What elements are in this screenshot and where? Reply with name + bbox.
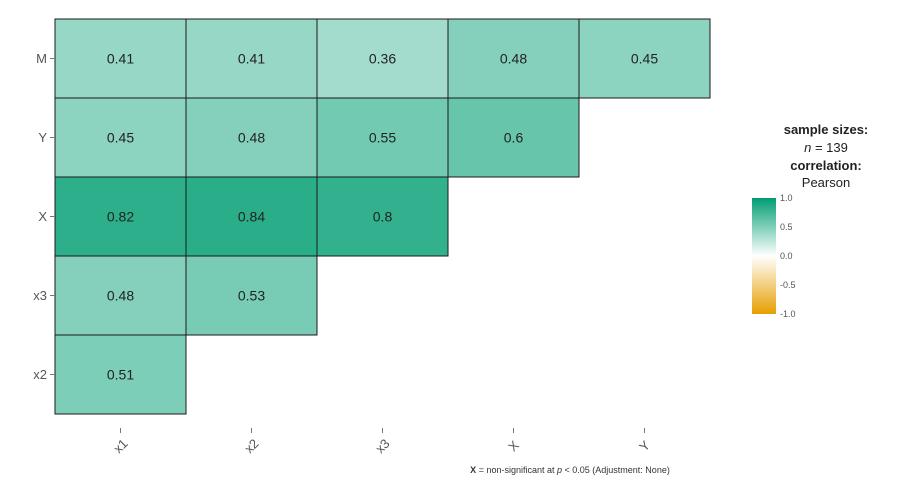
- heatmap-cell: [54, 176, 187, 257]
- heatmap-cell: [316, 18, 449, 99]
- legend-tick-label: 0.5: [780, 222, 793, 232]
- cell-value-label: 0.48: [500, 51, 527, 67]
- y-axis: M Y Xx3 x2: [33, 51, 55, 382]
- cell-value-label: 0.48: [238, 130, 265, 146]
- heatmap-cell: [578, 18, 711, 99]
- legend-correlation-method: Pearson: [802, 175, 850, 190]
- cell-value-label: 0.53: [238, 288, 265, 304]
- heatmap-cell: [447, 18, 580, 99]
- heatmap-cell: [316, 176, 449, 257]
- cell-value-label: 0.82: [107, 209, 134, 225]
- cell-value-label: 0.48: [107, 288, 134, 304]
- legend-tick-label: -0.5: [780, 280, 796, 290]
- heatmap-cell: [54, 334, 187, 415]
- y-tick-label: X: [38, 209, 47, 224]
- caption-marker: X: [470, 465, 476, 475]
- cell-value-label: 0.36: [369, 51, 396, 67]
- heatmap-cell: [447, 97, 580, 178]
- y-tick-label: x2: [33, 367, 47, 382]
- legend-sample-sizes-title: sample sizes:: [784, 122, 869, 137]
- cell-value-label: 0.45: [631, 51, 658, 67]
- x-tick-label: Y: [636, 437, 653, 454]
- cell-value-label: 0.41: [238, 51, 265, 67]
- caption-text: = non-significant at: [476, 465, 557, 475]
- legend-tick-label: 0.0: [780, 251, 793, 261]
- y-tick-label: Y: [38, 130, 47, 145]
- x-axis: x1 x2 x3 X Y: [110, 428, 653, 456]
- cell-value-label: 0.45: [107, 130, 134, 146]
- y-tick-label: x3: [33, 288, 47, 303]
- x-tick-label: x1: [110, 436, 130, 456]
- caption-p-symbol: p: [556, 465, 562, 475]
- cell-value-label: 0.8: [373, 209, 393, 225]
- legend-colorbar: [752, 198, 776, 314]
- x-tick-label: x3: [372, 436, 392, 456]
- caption: X = non-significant at p < 0.05 (Adjustm…: [470, 465, 670, 475]
- cell-value-label: 0.55: [369, 130, 396, 146]
- x-tick-label: x2: [241, 436, 261, 456]
- heatmap-cell: [185, 18, 318, 99]
- legend-tick-label: -1.0: [780, 309, 796, 319]
- heatmap-cell: [54, 255, 187, 336]
- cell-value-label: 0.51: [107, 367, 134, 383]
- legend-n-text: = 139: [811, 140, 848, 155]
- heatmap-cells: 0.41 0.41 0.36 0.48 0.45 0.45 0.48 0.55 0.6 0.82 0…: [54, 18, 711, 415]
- legend-sample-size-value: n = 139: [804, 140, 848, 155]
- legend-tick-label: 1.0: [780, 193, 793, 203]
- heatmap-cell: [54, 18, 187, 99]
- legend: sample sizes: n = 139 correlation: Pears…: [752, 122, 868, 319]
- heatmap-cell: [54, 97, 187, 178]
- caption-p-text: < 0.05 (Adjustment: None): [562, 465, 670, 475]
- legend-ticks: 1.0 0.5 0.0 -0.5 -1.0: [780, 193, 796, 319]
- heatmap-cell: [185, 255, 318, 336]
- heatmap-cell: [316, 97, 449, 178]
- cell-value-label: 0.6: [504, 130, 524, 146]
- x-tick-label: X: [505, 437, 522, 454]
- cell-value-label: 0.84: [238, 209, 265, 225]
- y-tick-label: M: [36, 51, 47, 66]
- legend-n-symbol: n: [804, 140, 811, 155]
- legend-correlation-title: correlation:: [790, 158, 862, 173]
- cell-value-label: 0.41: [107, 51, 134, 67]
